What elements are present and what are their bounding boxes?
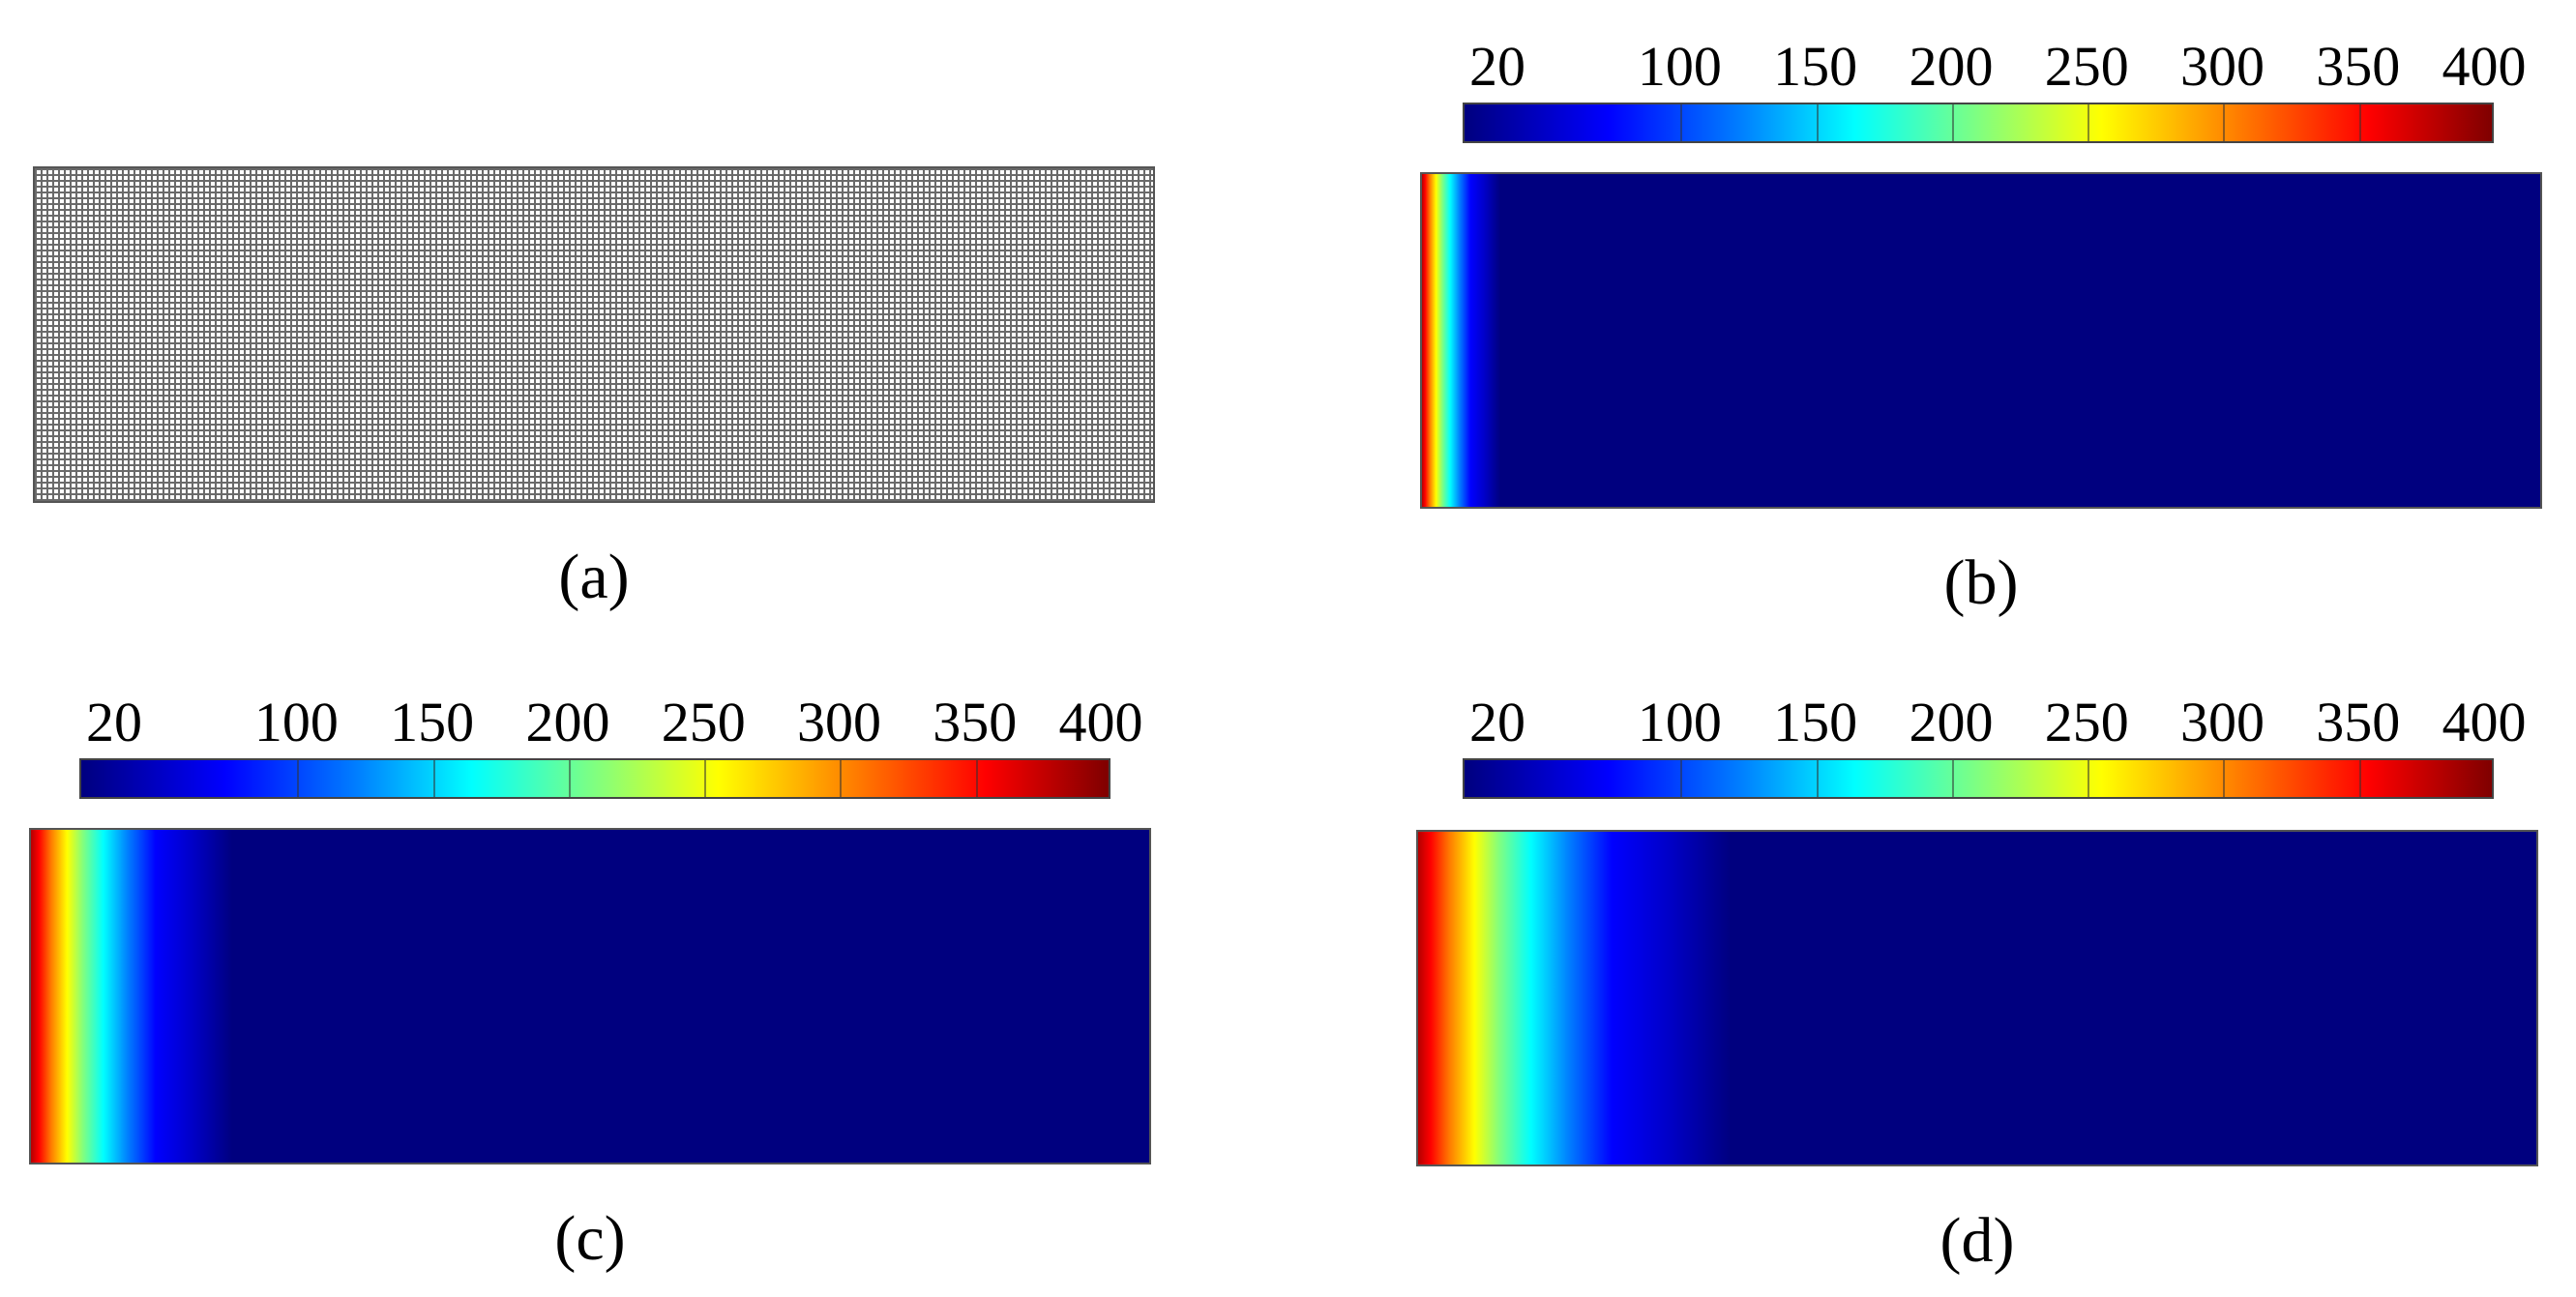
panel-d: (d) (1416, 830, 2538, 1284)
mesh-grid (33, 166, 1155, 503)
colorbar-tick-label: 100 (1637, 35, 1722, 98)
colorbar-tick (2223, 760, 2226, 797)
colorbar-tick-label: 300 (2179, 35, 2265, 98)
colorbar-tick (1680, 104, 1683, 141)
colorbar-tick-label: 400 (2442, 691, 2527, 753)
colorbar-tick-label: 400 (2442, 35, 2527, 98)
colorbar-tick (297, 760, 300, 797)
colorbar-tick (568, 760, 571, 797)
temperature-field-b (1420, 172, 2542, 509)
colorbar-tick (1680, 760, 1683, 797)
caption-a: (a) (558, 542, 630, 612)
colorbar-tick-label: 350 (2316, 35, 2401, 98)
colorbar-tick-label: 200 (1909, 691, 1994, 753)
colorbar-tick-label: 20 (1469, 691, 1525, 753)
colorbar-group-b: 20 100 150 200 250 300 350 400 (1463, 35, 2527, 145)
colorbar-tick (975, 760, 978, 797)
colorbar-tick-label: 300 (2179, 691, 2265, 753)
colorbar-tick-label: 250 (2044, 35, 2129, 98)
colorbar-tick (840, 760, 843, 797)
colorbar-tick (1816, 760, 1819, 797)
colorbar-tick-label: 150 (1773, 35, 1858, 98)
colorbar-tick (2223, 104, 2226, 141)
caption-d: (d) (1939, 1205, 2015, 1276)
colorbar-tick (2087, 760, 2090, 797)
caption-b: (b) (1943, 547, 2019, 618)
colorbar-b (1463, 103, 2494, 143)
colorbar-d (1463, 758, 2494, 799)
panel-c: (c) (29, 828, 1151, 1282)
colorbar-tick (2358, 760, 2361, 797)
colorbar-tick-label: 350 (2316, 691, 2401, 753)
colorbar-tick (432, 760, 435, 797)
colorbar-tick-label: 100 (253, 691, 339, 753)
colorbar-tick-label: 200 (525, 691, 610, 753)
colorbar-tick-label: 250 (2044, 691, 2129, 753)
colorbar-tick (2087, 104, 2090, 141)
colorbar-tick-label: 200 (1909, 35, 1994, 98)
colorbar-tick (1951, 104, 1954, 141)
colorbar-tick-label: 150 (390, 691, 475, 753)
caption-c: (c) (554, 1203, 626, 1274)
colorbar-tick-label: 400 (1058, 691, 1143, 753)
colorbar-tick-label: 150 (1773, 691, 1858, 753)
colorbar-group-d: 20 100 150 200 250 300 350 400 (1463, 691, 2527, 801)
colorbar-tick-label: 250 (661, 691, 746, 753)
colorbar-tick-label: 100 (1637, 691, 1722, 753)
colorbar-tick-label: 20 (86, 691, 142, 753)
colorbar-tick-label: 300 (796, 691, 881, 753)
panel-a: (a) (33, 166, 1155, 621)
colorbar-group-c: 20 100 150 200 250 300 350 400 (79, 691, 1143, 801)
colorbar-tick-label: 350 (933, 691, 1018, 753)
colorbar-tick (1816, 104, 1819, 141)
colorbar-tick-label: 20 (1469, 35, 1525, 98)
colorbar-c (79, 758, 1110, 799)
colorbar-tick (1951, 760, 1954, 797)
temperature-field-d (1416, 830, 2538, 1166)
colorbar-tick (704, 760, 707, 797)
colorbar-tick (2358, 104, 2361, 141)
temperature-field-c (29, 828, 1151, 1164)
panel-b: (b) (1420, 172, 2542, 627)
